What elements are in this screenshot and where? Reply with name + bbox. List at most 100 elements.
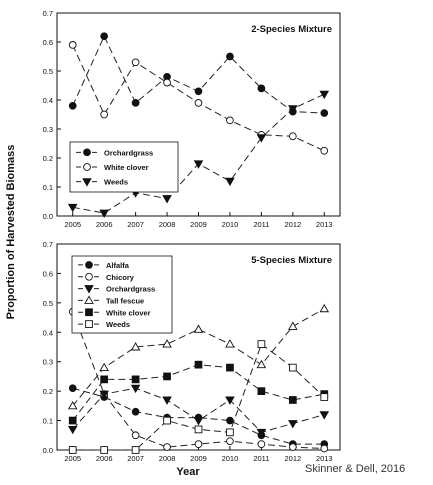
data-point — [99, 362, 109, 372]
data-point — [68, 101, 77, 110]
y-tick-label: 0.4 — [43, 96, 53, 105]
y-tick-label: 0.2 — [43, 387, 53, 396]
x-tick-label: 2006 — [96, 454, 113, 463]
y-tick-label: 0.6 — [43, 269, 53, 278]
x-axis-label: Year — [176, 466, 200, 478]
data-point — [68, 446, 77, 454]
data-point — [226, 363, 234, 372]
x-tick-label: 2007 — [127, 454, 144, 463]
x-tick-label: 2009 — [190, 454, 207, 463]
data-point — [194, 440, 203, 448]
data-point — [130, 342, 141, 351]
data-point — [225, 339, 235, 348]
data-point — [256, 428, 267, 438]
data-point — [226, 116, 234, 125]
series-line-white-clover — [72, 364, 325, 421]
legend-box — [71, 255, 173, 334]
data-point — [130, 384, 141, 394]
x-tick-label: 2010 — [222, 220, 239, 229]
y-axis-label: Proportion of Harvested Biomass — [5, 145, 17, 320]
data-point — [163, 78, 171, 87]
data-point — [193, 324, 204, 333]
y-tick-label: 0.5 — [43, 299, 53, 308]
data-point — [162, 396, 172, 405]
data-point — [194, 360, 203, 369]
x-tick-label: 2008 — [159, 220, 176, 229]
data-point — [319, 411, 330, 420]
chart-panel-2: 0.0 0.1 0.2 0.3 0.4 0.5 0.6 0.7 2005 2006 2007 2008… — [43, 240, 341, 463]
y-tick-label: 0.7 — [43, 9, 53, 18]
data-point — [131, 431, 140, 440]
data-point — [320, 444, 329, 453]
legend-label: Weeds — [104, 178, 128, 187]
data-point — [100, 375, 109, 384]
x-tick-label: 2011 — [253, 220, 269, 229]
y-tick-label: 0.0 — [43, 212, 53, 221]
legend: Orchardgrass White clover Weeds — [69, 141, 179, 193]
legend-marker — [85, 272, 93, 281]
x-tick-label: 2007 — [127, 220, 144, 229]
chart-title: 2-Species Mixture — [251, 24, 332, 35]
data-point — [100, 32, 109, 41]
y-tick-label: 0.3 — [43, 358, 53, 367]
data-point — [256, 134, 267, 143]
data-point — [288, 396, 297, 404]
y-tick-label: 0.6 — [43, 38, 53, 47]
data-point — [131, 446, 140, 454]
data-point — [256, 359, 267, 369]
x-tick-label: 2010 — [222, 454, 239, 463]
data-point — [100, 110, 109, 119]
data-point — [225, 177, 235, 187]
legend-label: Chicory — [106, 273, 135, 282]
y-tick-label: 0.1 — [43, 417, 53, 426]
legend-marker — [82, 178, 92, 187]
data-point — [226, 428, 234, 437]
y-tick-label: 0.0 — [43, 446, 53, 455]
y-tick-label: 0.2 — [43, 154, 53, 163]
legend-label: White clover — [106, 308, 151, 317]
series-line-weeds — [72, 343, 325, 451]
data-point — [68, 41, 77, 49]
x-tick-label: 2013 — [316, 454, 333, 463]
series-line-chicory — [72, 311, 325, 449]
data-point — [194, 87, 203, 96]
legend: Alfalfa Chicory Orchardgrass Tall fescue Whi… — [71, 255, 173, 334]
chart-panel-1: 0.0 0.1 0.2 0.3 0.4 0.5 0.6 0.7 2005 2006 2007 2008… — [43, 9, 341, 229]
data-point — [68, 416, 77, 425]
data-point — [288, 443, 297, 451]
source-credit: Skinner & Dell, 2016 — [305, 463, 406, 475]
data-point — [320, 393, 329, 401]
x-tick-label: 2005 — [64, 220, 81, 229]
x-tick-label: 2008 — [159, 454, 176, 463]
data-point — [257, 387, 266, 395]
y-tick-label: 0.4 — [43, 328, 53, 337]
data-point — [288, 321, 298, 330]
legend-marker — [85, 308, 93, 317]
data-point — [67, 203, 78, 213]
x-tick-label: 2011 — [253, 454, 269, 463]
legend-label: Tall fescue — [106, 296, 144, 305]
legend-marker — [83, 163, 91, 171]
data-point — [99, 209, 109, 219]
series-line-tall-fescue — [72, 308, 325, 407]
legend-marker — [84, 285, 94, 294]
y-tick-label: 0.7 — [43, 240, 53, 249]
legend-label: Weeds — [106, 320, 130, 329]
data-point — [131, 58, 140, 67]
x-tick-label: 2013 — [316, 220, 333, 229]
data-point — [319, 303, 330, 313]
series-line-alfalfa — [72, 387, 325, 445]
legend-label: Alfalfa — [106, 261, 130, 270]
data-point — [288, 105, 298, 114]
series-line-orchardgrass — [72, 387, 325, 433]
y-tick-label: 0.1 — [43, 183, 53, 192]
x-tick-label: 2009 — [190, 220, 207, 229]
legend-label: Orchardgrass — [106, 285, 155, 294]
data-point — [288, 363, 297, 372]
series-line-white-clover — [72, 44, 325, 152]
legend-label: White clover — [104, 163, 149, 172]
data-point — [288, 132, 297, 141]
data-point — [194, 99, 203, 107]
